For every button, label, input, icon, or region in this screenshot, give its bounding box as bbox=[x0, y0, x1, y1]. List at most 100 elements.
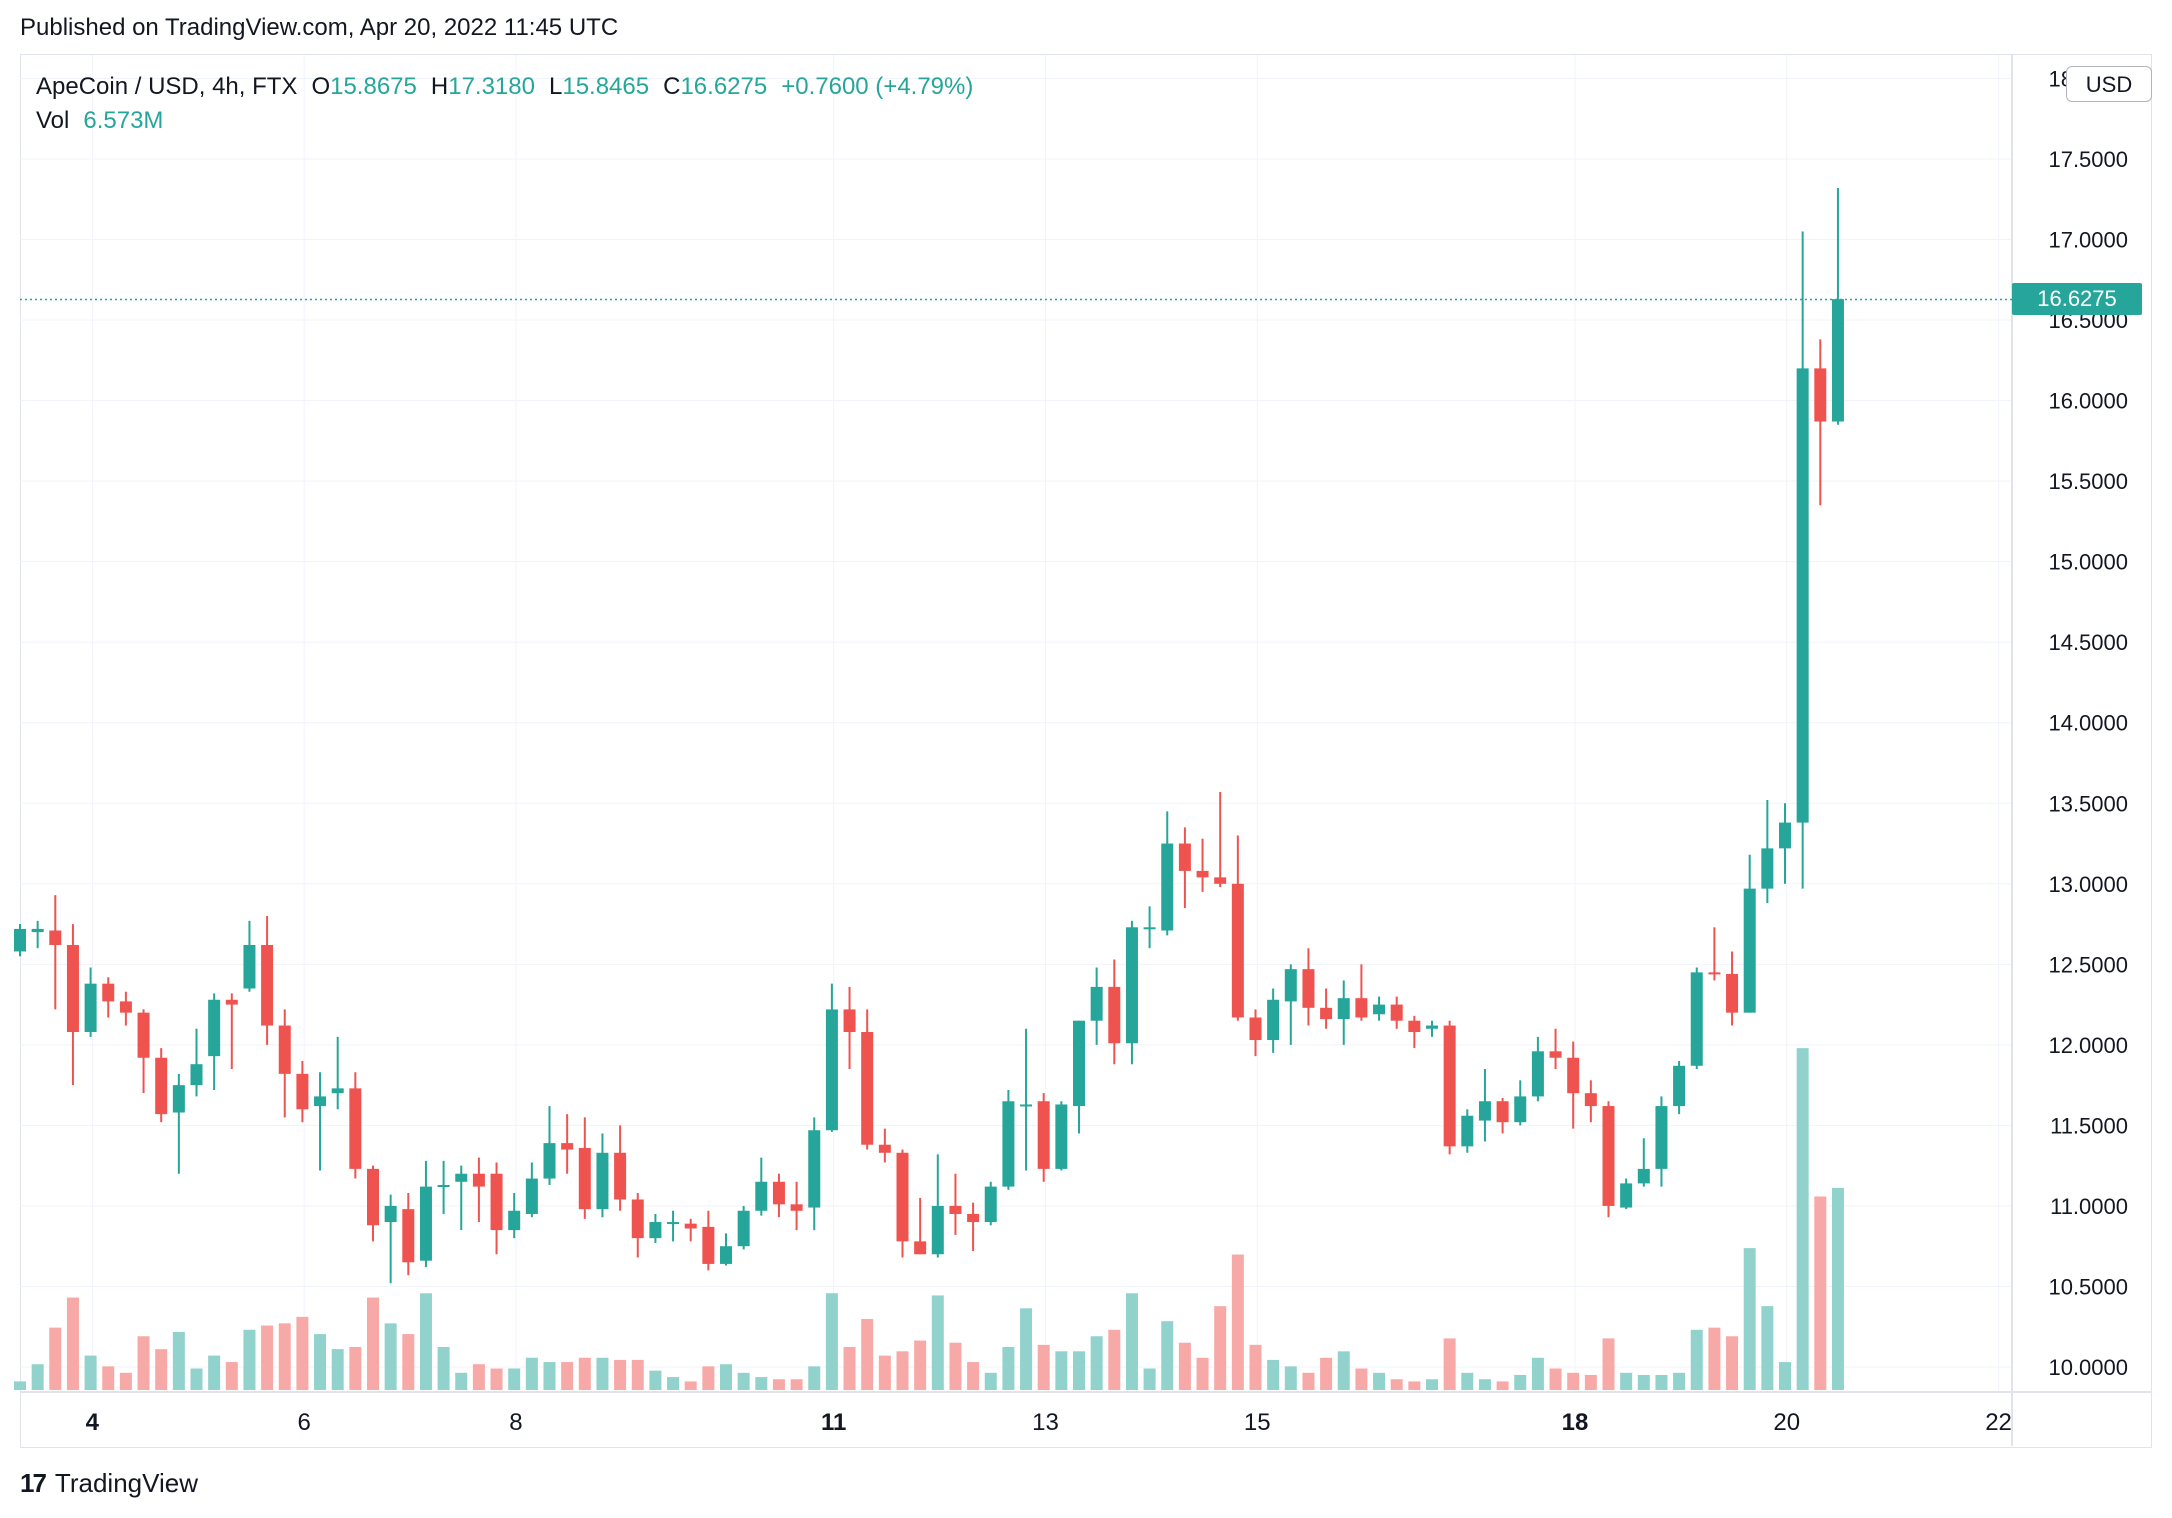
x-tick-label: 20 bbox=[1773, 1409, 1800, 1436]
volume-bar bbox=[772, 1379, 785, 1390]
volume-bar bbox=[1037, 1344, 1050, 1390]
volume-bar bbox=[702, 1366, 715, 1390]
candle-body bbox=[1637, 1168, 1650, 1184]
volume-bar bbox=[402, 1334, 415, 1390]
open-value: 15.8675 bbox=[330, 73, 417, 100]
volume-bar bbox=[225, 1362, 238, 1390]
low-label: L bbox=[548, 73, 563, 100]
volume-bar bbox=[1514, 1374, 1527, 1390]
volume-bar bbox=[137, 1336, 150, 1390]
candle-body bbox=[314, 1096, 327, 1107]
candle-body bbox=[1267, 999, 1280, 1041]
candle-body bbox=[1478, 1101, 1491, 1121]
candle-body bbox=[172, 1085, 185, 1113]
candle-body bbox=[14, 928, 26, 952]
volume-bar bbox=[1073, 1351, 1085, 1390]
candle-body bbox=[1814, 368, 1827, 422]
x-tick-label: 6 bbox=[297, 1409, 310, 1436]
candle-body bbox=[914, 1241, 927, 1255]
volume-bar bbox=[1478, 1379, 1491, 1390]
volume-bar bbox=[419, 1293, 432, 1390]
volume-bar bbox=[1496, 1381, 1509, 1390]
volume-bar bbox=[1461, 1372, 1474, 1390]
candle-body bbox=[84, 983, 97, 1032]
candle-body bbox=[1461, 1115, 1474, 1147]
volume-bar bbox=[1637, 1374, 1650, 1390]
candle-body bbox=[984, 1186, 997, 1223]
volume-bar bbox=[102, 1366, 115, 1390]
open-label: O bbox=[311, 73, 331, 100]
y-tick-label: 10.5000 bbox=[2048, 1274, 2128, 1299]
volume-bar bbox=[331, 1349, 344, 1390]
volume-bar bbox=[1655, 1374, 1668, 1390]
candle-body bbox=[1620, 1183, 1633, 1208]
candle-body bbox=[596, 1152, 609, 1210]
volume-bar bbox=[878, 1355, 891, 1390]
volume-bar bbox=[455, 1372, 468, 1390]
candle-body bbox=[1125, 927, 1138, 1044]
currency-button[interactable]: USD bbox=[2066, 66, 2152, 102]
candle-body bbox=[949, 1205, 962, 1214]
y-tick-label: 16.0000 bbox=[2048, 389, 2128, 414]
volume-bar bbox=[1143, 1368, 1156, 1390]
x-tick-label: 18 bbox=[1562, 1409, 1589, 1436]
candle-body bbox=[1831, 299, 1844, 422]
candle-body bbox=[931, 1205, 944, 1255]
volume-bar bbox=[172, 1331, 185, 1390]
volume-bar bbox=[1814, 1196, 1827, 1390]
candle-body bbox=[1426, 1025, 1438, 1029]
y-tick-label: 14.0000 bbox=[2048, 711, 2128, 736]
volume-bar bbox=[1531, 1357, 1544, 1390]
volume-bar bbox=[967, 1362, 980, 1390]
volume-bar bbox=[1020, 1308, 1033, 1390]
y-tick-label: 13.0000 bbox=[2048, 872, 2128, 897]
ohlc-row: ApeCoin / USD, 4h, FTX O15.8675 H17.3180 L1… bbox=[36, 70, 973, 104]
candle-body bbox=[1214, 877, 1227, 884]
candle-body bbox=[102, 983, 115, 1002]
y-tick-label: 14.5000 bbox=[2048, 630, 2128, 655]
volume-bar bbox=[490, 1368, 503, 1390]
y-tick-label: 15.5000 bbox=[2048, 469, 2128, 494]
candle-body bbox=[190, 1064, 203, 1086]
volume-bar bbox=[66, 1297, 79, 1390]
y-tick-label: 17.5000 bbox=[2048, 147, 2128, 172]
candle-body bbox=[825, 1009, 838, 1131]
y-tick-label: 11.0000 bbox=[2050, 1194, 2128, 1219]
volume-bar bbox=[1320, 1357, 1333, 1390]
candle-body bbox=[1549, 1051, 1562, 1058]
volume-bar bbox=[1055, 1351, 1068, 1390]
volume-bar bbox=[243, 1329, 256, 1390]
candle-body bbox=[1655, 1106, 1668, 1169]
candle-body bbox=[578, 1147, 591, 1210]
candle-body bbox=[1249, 1017, 1262, 1041]
candle-body bbox=[649, 1222, 662, 1239]
volume-bar bbox=[1249, 1344, 1262, 1390]
volume-bar bbox=[1426, 1379, 1438, 1390]
volume-bar bbox=[508, 1368, 521, 1390]
candle-body bbox=[1496, 1101, 1509, 1123]
volume-bar bbox=[208, 1355, 221, 1390]
volume-bar bbox=[720, 1364, 732, 1390]
volume-bar bbox=[1390, 1379, 1403, 1390]
volume-bar bbox=[1373, 1372, 1386, 1390]
close-label: C bbox=[663, 73, 681, 100]
symbol-label[interactable]: ApeCoin / USD, 4h, FTX bbox=[36, 73, 298, 100]
volume-bar bbox=[1690, 1329, 1703, 1390]
volume-bar bbox=[825, 1293, 838, 1390]
y-tick-label: 12.0000 bbox=[2048, 1033, 2128, 1058]
volume-bar bbox=[1178, 1342, 1191, 1390]
tradingview-footer[interactable]: 17 TradingView bbox=[20, 1468, 198, 1499]
volume-bar bbox=[1125, 1293, 1138, 1390]
candle-body bbox=[119, 1001, 132, 1013]
candle-body bbox=[1708, 972, 1721, 975]
volume-bar bbox=[14, 1381, 26, 1390]
volume-label: Vol bbox=[36, 107, 70, 134]
volume-bar bbox=[1779, 1362, 1791, 1390]
volume-bar bbox=[1584, 1374, 1597, 1390]
volume-bar bbox=[1355, 1368, 1368, 1390]
x-tick-label: 8 bbox=[509, 1409, 522, 1436]
candle-body bbox=[737, 1210, 750, 1247]
candle-body bbox=[331, 1088, 344, 1094]
candle-body bbox=[1284, 969, 1297, 1002]
